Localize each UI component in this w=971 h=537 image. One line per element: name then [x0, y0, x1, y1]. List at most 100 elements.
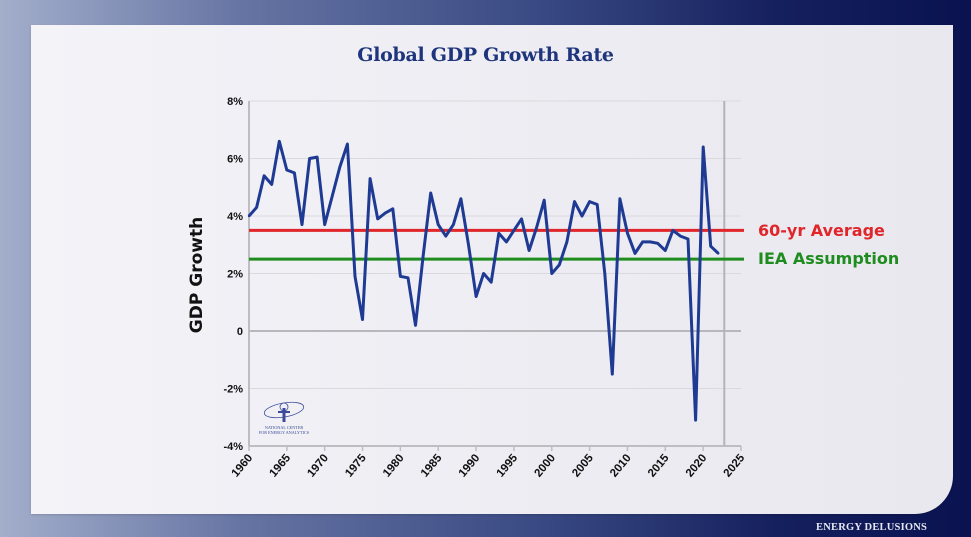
data-point — [406, 276, 410, 280]
y-tick-label: -2% — [223, 384, 243, 396]
data-point — [633, 252, 637, 255]
data-point — [626, 232, 629, 235]
y-tick-label: 0 — [237, 326, 243, 338]
data-point — [679, 234, 682, 238]
data-point — [421, 255, 425, 258]
data-point — [384, 211, 387, 215]
data-point — [520, 217, 523, 221]
logo-body-icon — [282, 408, 286, 422]
data-point — [346, 142, 349, 146]
data-point — [437, 223, 440, 226]
data-point — [399, 275, 402, 278]
y-tick-label: 8% — [227, 96, 243, 108]
data-point — [331, 194, 334, 198]
gdp-growth-line — [247, 139, 720, 422]
data-point — [671, 229, 675, 232]
data-point — [353, 275, 357, 278]
data-point — [505, 240, 508, 244]
data-point — [361, 318, 364, 321]
data-point — [694, 418, 697, 422]
data-point — [300, 223, 304, 226]
x-tick-label: 2020 — [684, 452, 710, 479]
x-tick-label: 1985 — [419, 452, 445, 480]
data-point — [482, 272, 485, 275]
x-tick-label: 1990 — [457, 452, 483, 479]
logo-text-line1: NATIONAL CENTER — [265, 425, 304, 430]
data-point — [376, 217, 379, 221]
y-tick-label: 4% — [227, 211, 243, 223]
y-tick-labels: -4% -2% 0 2% 4% 6% 8% — [223, 96, 243, 453]
data-point — [527, 249, 531, 252]
x-tick-label: 2000 — [532, 452, 558, 479]
data-point — [686, 237, 690, 241]
x-tick-label: 1995 — [495, 452, 521, 480]
y-tick-label: -4% — [223, 441, 243, 453]
data-point — [588, 200, 591, 203]
data-point — [459, 197, 463, 200]
data-point — [429, 191, 432, 195]
data-point — [709, 244, 712, 248]
data-point — [490, 280, 493, 284]
data-point — [543, 198, 546, 202]
data-point — [595, 203, 599, 206]
data-point — [641, 240, 644, 244]
data-point — [717, 252, 720, 255]
iea-line-label: IEA Assumption — [758, 249, 899, 268]
y-tick-label: 2% — [227, 269, 243, 281]
data-point — [618, 197, 622, 200]
footer-brand: ENERGY DELUSIONS — [816, 522, 928, 533]
data-point — [580, 214, 584, 218]
data-point — [444, 234, 447, 238]
data-point — [535, 226, 538, 229]
x-tick-label: 1980 — [381, 452, 407, 479]
axes — [248, 101, 742, 451]
y-tick-label: 6% — [227, 154, 243, 166]
gridlines — [249, 100, 741, 447]
data-point — [664, 249, 667, 252]
data-point — [368, 177, 372, 180]
data-point — [648, 240, 652, 244]
series-layer — [247, 139, 720, 422]
nce-logo: NATIONAL CENTER FOR ENERGY ANALYTICS — [259, 401, 310, 435]
data-point — [701, 145, 705, 149]
x-tick-label: 2005 — [570, 452, 596, 480]
x-tick-label: 1965 — [268, 452, 294, 480]
data-point — [414, 324, 417, 327]
x-tick-label: 1960 — [230, 452, 256, 479]
x-tick-label: 1970 — [305, 452, 331, 479]
data-point — [573, 200, 576, 203]
x-tick-label: 2025 — [722, 452, 748, 480]
data-point — [656, 242, 659, 245]
data-point — [550, 272, 553, 275]
data-point — [270, 183, 273, 186]
average-line-label: 60-yr Average — [758, 221, 885, 240]
data-point — [278, 140, 281, 143]
data-point — [262, 174, 266, 177]
chart-title: Global GDP Growth Rate — [357, 44, 614, 66]
data-point — [315, 155, 319, 159]
x-tick-label: 2010 — [608, 452, 634, 479]
data-point — [565, 240, 569, 244]
x-tick-label: 2015 — [646, 452, 672, 480]
data-point — [285, 168, 289, 172]
x-tick-labels: 1960 1965 1970 1975 1980 1985 1990 1995 2000 2005… — [230, 452, 748, 480]
data-point — [255, 206, 258, 209]
data-point — [338, 165, 342, 169]
reference-lines — [249, 228, 744, 261]
data-point — [308, 157, 311, 160]
data-point — [323, 223, 326, 226]
data-point — [452, 223, 455, 226]
data-point — [293, 171, 296, 175]
data-point — [467, 243, 470, 246]
data-point — [611, 372, 614, 376]
logo-text-line2: FOR ENERGY ANALYTICS — [259, 430, 310, 435]
data-point — [474, 295, 478, 298]
x-tick-label: 1975 — [343, 452, 369, 480]
y-axis-label: GDP Growth — [187, 217, 207, 333]
data-point — [497, 232, 500, 235]
data-point — [391, 207, 395, 211]
data-point — [603, 272, 606, 275]
data-point — [512, 229, 516, 232]
data-point — [247, 214, 251, 218]
